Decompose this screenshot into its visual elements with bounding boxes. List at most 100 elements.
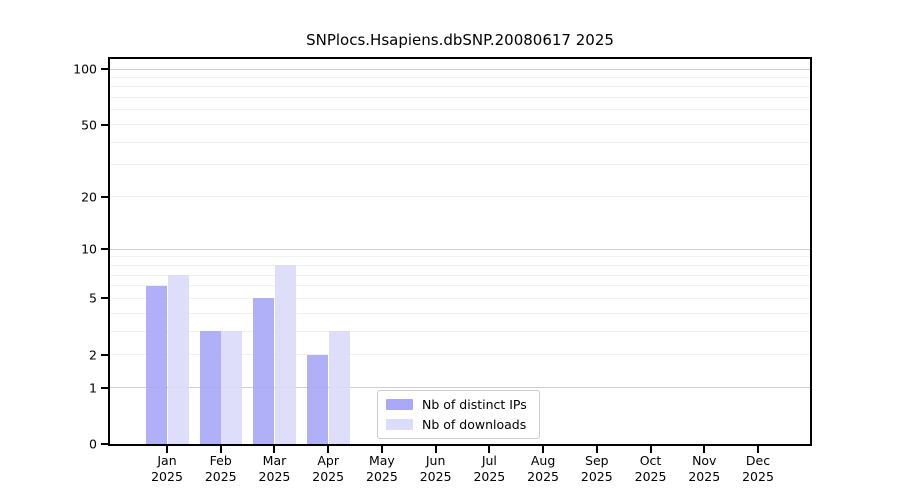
x-axis-label: Aug 2025 bbox=[527, 453, 559, 485]
x-axis-label: Sep 2025 bbox=[581, 453, 613, 485]
plot-area: 0 1 2 5 10 20 50 100 Jan 2025 Feb 2025 Mar 2025 Apr 202… bbox=[73, 57, 812, 484]
y-axis-label: 50 bbox=[81, 117, 97, 133]
y-axis-label: 2 bbox=[89, 347, 97, 363]
month-label: Jul bbox=[481, 453, 497, 468]
gridline-minor bbox=[110, 86, 810, 88]
bar-apr-ips bbox=[307, 354, 329, 444]
bar-mar-ips bbox=[253, 298, 275, 444]
month-label: Jun bbox=[425, 453, 446, 468]
x-axis-label: Feb 2025 bbox=[205, 453, 237, 485]
year-label: 2025 bbox=[580, 469, 613, 484]
gridline-minor bbox=[110, 274, 810, 276]
x-axis-tick bbox=[166, 446, 168, 453]
month-label: Oct bbox=[639, 453, 662, 468]
gridline-major bbox=[110, 248, 810, 250]
legend-item-downloads: Nb of downloads bbox=[386, 415, 527, 434]
y-axis-label: 10 bbox=[81, 241, 97, 257]
year-label: 2025 bbox=[204, 469, 237, 484]
year-label: 2025 bbox=[419, 469, 452, 484]
y-axis-label: 1 bbox=[89, 380, 97, 396]
x-axis-tick bbox=[380, 446, 383, 453]
year-label: 2025 bbox=[473, 469, 506, 484]
gridline-minor bbox=[110, 141, 810, 143]
y-axis-tick bbox=[101, 123, 108, 126]
year-label: 2025 bbox=[258, 469, 291, 484]
x-axis-label: Jan 2025 bbox=[151, 453, 183, 485]
gridline-minor bbox=[110, 164, 810, 166]
gridline-minor bbox=[110, 312, 810, 314]
month-label: Jan bbox=[157, 453, 177, 468]
y-axis-tick bbox=[101, 443, 108, 445]
year-label: 2025 bbox=[151, 469, 183, 484]
x-axis-tick bbox=[542, 446, 545, 453]
gridline-minor bbox=[110, 124, 810, 126]
plot-layers: 0 1 2 5 10 20 50 100 Jan 2025 Feb 2025 Mar 2025 Apr 202… bbox=[73, 59, 810, 484]
bar-jan-ips bbox=[146, 285, 167, 444]
month-label: Sep bbox=[585, 453, 609, 468]
x-axis-label: Jun 2025 bbox=[420, 453, 452, 485]
chart-title: SNPlocs.Hsapiens.dbSNP.20080617 2025 bbox=[306, 31, 614, 49]
y-axis-tick bbox=[101, 195, 108, 198]
x-axis-label: Mar 2025 bbox=[259, 453, 291, 485]
downloads-swatch bbox=[386, 419, 413, 430]
month-label: Dec bbox=[745, 453, 771, 468]
x-axis-tick bbox=[273, 446, 276, 453]
distinct-ips-swatch bbox=[386, 399, 413, 410]
gridline-minor bbox=[110, 297, 810, 299]
x-axis-tick bbox=[703, 446, 706, 453]
year-label: 2025 bbox=[366, 469, 398, 484]
y-axis-tick bbox=[101, 353, 108, 356]
gridline-minor bbox=[110, 264, 810, 266]
month-label: Apr bbox=[317, 453, 339, 468]
year-label: 2025 bbox=[634, 469, 667, 484]
bar-feb-downloads bbox=[221, 331, 243, 444]
month-label: Nov bbox=[692, 453, 717, 468]
x-axis-label: Apr 2025 bbox=[312, 453, 344, 485]
x-axis-tick bbox=[595, 446, 598, 453]
y-axis-label: 5 bbox=[89, 290, 97, 306]
x-axis-tick bbox=[649, 446, 652, 453]
legend-label: Nb of distinct IPs bbox=[422, 397, 527, 412]
legend-item-distinct-ips: Nb of distinct IPs bbox=[386, 395, 527, 414]
gridline-major bbox=[110, 68, 810, 70]
gridline-minor bbox=[110, 354, 810, 356]
x-axis-tick bbox=[434, 446, 437, 453]
gridline-minor bbox=[110, 196, 810, 198]
y-axis-tick bbox=[101, 248, 108, 251]
x-axis-label: May 2025 bbox=[366, 453, 398, 485]
x-axis-label: Oct 2025 bbox=[635, 453, 667, 485]
gridline-minor bbox=[110, 285, 810, 287]
x-axis-tick bbox=[327, 446, 330, 453]
y-axis-label: 20 bbox=[81, 189, 97, 205]
year-label: 2025 bbox=[312, 469, 345, 484]
gridline-minor bbox=[110, 109, 810, 111]
legend: Nb of distinct IPs Nb of downloads bbox=[377, 390, 540, 439]
month-label: Mar bbox=[262, 453, 287, 468]
gridline-minor bbox=[110, 76, 810, 78]
bar-mar-downloads bbox=[274, 265, 296, 444]
y-axis-tick bbox=[101, 297, 108, 300]
x-axis-label: Jul 2025 bbox=[473, 453, 505, 485]
x-axis-tick bbox=[219, 446, 222, 453]
bar-feb-ips bbox=[199, 331, 221, 444]
month-label: May bbox=[368, 453, 395, 468]
bar-apr-downloads bbox=[328, 331, 350, 444]
y-axis-tick bbox=[101, 386, 108, 389]
x-axis-label: Nov 2025 bbox=[688, 453, 720, 485]
gridline-major bbox=[110, 387, 810, 389]
year-label: 2025 bbox=[527, 469, 559, 484]
y-axis-tick bbox=[101, 68, 108, 70]
year-label: 2025 bbox=[688, 469, 721, 484]
year-label: 2025 bbox=[742, 469, 774, 484]
gridline-minor bbox=[110, 97, 810, 99]
x-axis-label: Dec 2025 bbox=[742, 453, 774, 485]
gridline-minor bbox=[110, 330, 810, 332]
x-axis-tick bbox=[488, 446, 491, 453]
y-axis-label: 100 bbox=[73, 61, 97, 77]
gridline-minor bbox=[110, 256, 810, 258]
month-label: Feb bbox=[209, 453, 232, 468]
x-axis-tick bbox=[757, 446, 759, 453]
month-label: Aug bbox=[530, 453, 556, 468]
y-axis-label: 0 bbox=[89, 436, 97, 452]
